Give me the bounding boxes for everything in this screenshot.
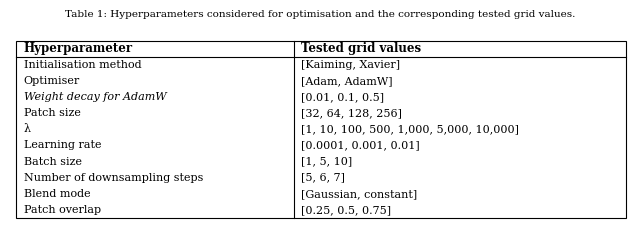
Text: [1, 10, 100, 500, 1,000, 5,000, 10,000]: [1, 10, 100, 500, 1,000, 5,000, 10,000]: [301, 124, 519, 134]
Text: Tested grid values: Tested grid values: [301, 42, 421, 55]
Text: [Gaussian, constant]: [Gaussian, constant]: [301, 189, 417, 199]
Text: Initialisation method: Initialisation method: [24, 60, 141, 70]
Text: [Adam, AdamW]: [Adam, AdamW]: [301, 76, 393, 86]
Text: λ: λ: [24, 124, 31, 134]
Text: [Kaiming, Xavier]: [Kaiming, Xavier]: [301, 60, 400, 70]
Text: Optimiser: Optimiser: [24, 76, 80, 86]
Text: [0.0001, 0.001, 0.01]: [0.0001, 0.001, 0.01]: [301, 141, 420, 151]
Text: [0.01, 0.1, 0.5]: [0.01, 0.1, 0.5]: [301, 92, 384, 102]
Bar: [16, 41, 626, 218]
Text: Table 1: Hyperparameters considered for optimisation and the corresponding teste: Table 1: Hyperparameters considered for …: [65, 10, 575, 19]
Text: Weight decay for AdamW: Weight decay for AdamW: [24, 92, 166, 102]
Text: [1, 5, 10]: [1, 5, 10]: [301, 157, 353, 167]
Text: Learning rate: Learning rate: [24, 141, 101, 151]
Text: [32, 64, 128, 256]: [32, 64, 128, 256]: [301, 108, 402, 118]
Text: Patch size: Patch size: [24, 108, 81, 118]
Text: [0.25, 0.5, 0.75]: [0.25, 0.5, 0.75]: [301, 205, 391, 215]
Text: Blend mode: Blend mode: [24, 189, 90, 199]
Text: Batch size: Batch size: [24, 157, 82, 167]
Text: Patch overlap: Patch overlap: [24, 205, 101, 215]
Text: Number of downsampling steps: Number of downsampling steps: [24, 173, 203, 183]
Text: Hyperparameter: Hyperparameter: [24, 42, 133, 55]
Text: [5, 6, 7]: [5, 6, 7]: [301, 173, 345, 183]
